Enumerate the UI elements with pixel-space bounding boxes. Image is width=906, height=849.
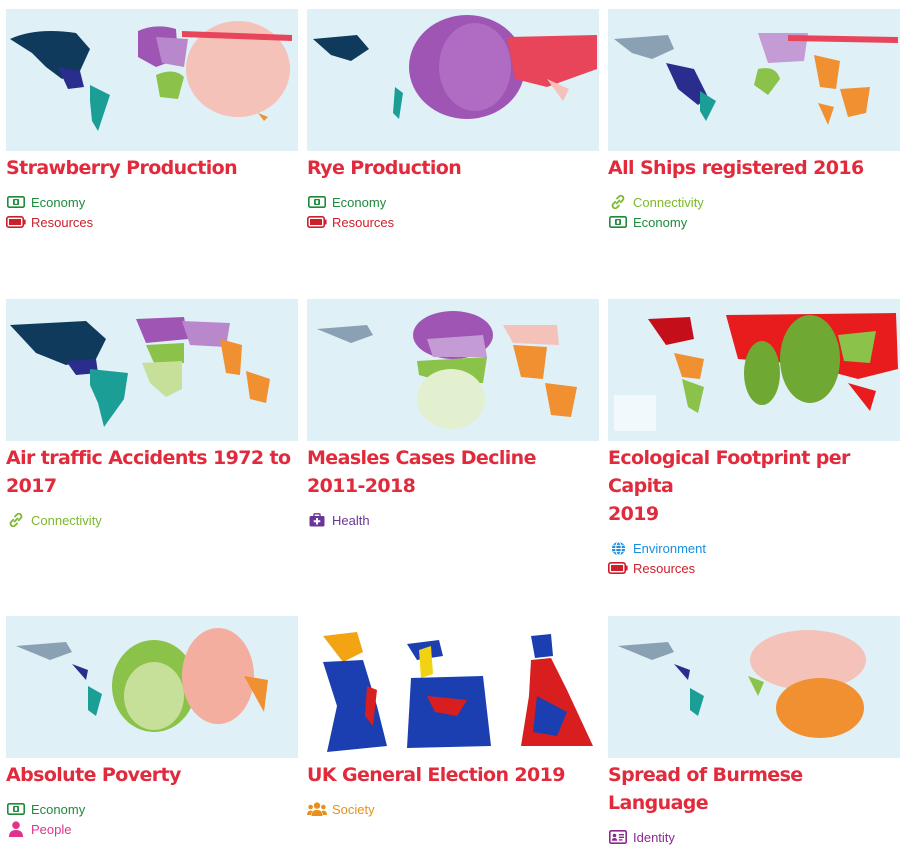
tag-label: People <box>31 821 72 837</box>
tag-label: Resources <box>31 214 94 230</box>
tag-list: Connectivity <box>6 510 298 530</box>
tag-resources[interactable]: Resources <box>608 558 900 578</box>
map-card[interactable]: Strawberry Production Economy Resources <box>6 9 298 232</box>
map-title-line[interactable]: Rye Production <box>307 157 462 179</box>
map-title[interactable]: Air traffic Accidents 1972 to 2017 <box>6 444 298 500</box>
tag-society[interactable]: Society <box>307 799 599 819</box>
tag-list: Economy People <box>6 799 298 839</box>
tag-label: Connectivity <box>633 194 704 210</box>
tag-economy[interactable]: Economy <box>608 212 900 232</box>
tag-environment[interactable]: Environment <box>608 538 900 558</box>
map-title-line[interactable]: 2011-2018 <box>307 475 416 497</box>
tag-economy[interactable]: Economy <box>307 192 599 212</box>
map-title-line[interactable]: Spread of Burmese Language <box>608 764 803 814</box>
map-title-line[interactable]: Absolute Poverty <box>6 764 181 786</box>
map-thumbnail[interactable] <box>6 299 298 441</box>
map-title-line[interactable]: All Ships registered 2016 <box>608 157 864 179</box>
group-icon <box>307 802 327 816</box>
tag-label: Environment <box>633 540 706 556</box>
link-icon <box>6 512 26 528</box>
map-thumbnail[interactable] <box>608 9 900 151</box>
tag-label: Economy <box>332 194 387 210</box>
medical-kit-icon <box>307 513 327 527</box>
tag-label: Identity <box>633 829 675 845</box>
tag-identity[interactable]: Identity <box>608 827 900 847</box>
tag-resources[interactable]: Resources <box>6 212 298 232</box>
map-title[interactable]: Rye Production <box>307 154 599 182</box>
money-icon <box>6 195 26 209</box>
map-title[interactable]: UK General Election 2019 <box>307 761 599 789</box>
tag-label: Society <box>332 801 375 817</box>
map-title-line[interactable]: 2019 <box>608 503 659 525</box>
person-icon <box>6 821 26 837</box>
tag-list: Environment Resources <box>608 538 900 578</box>
tag-list: Health <box>307 510 599 530</box>
map-thumbnail[interactable] <box>608 299 900 441</box>
tag-label: Resources <box>332 214 395 230</box>
battery-icon <box>307 215 327 229</box>
map-title[interactable]: All Ships registered 2016 <box>608 154 900 182</box>
tag-economy[interactable]: Economy <box>6 192 298 212</box>
tag-label: Health <box>332 512 370 528</box>
tag-label: Connectivity <box>31 512 102 528</box>
tag-label: Economy <box>633 214 688 230</box>
map-card[interactable]: UK General Election 2019 Society <box>307 616 599 819</box>
tag-economy[interactable]: Economy <box>6 799 298 819</box>
map-title[interactable]: Spread of Burmese Language <box>608 761 900 817</box>
map-title-line[interactable]: Measles Cases Decline <box>307 447 536 469</box>
map-card[interactable]: All Ships registered 2016 Connectivity Ec… <box>608 9 900 232</box>
tag-list: Connectivity Economy <box>608 192 900 232</box>
tag-resources[interactable]: Resources <box>307 212 599 232</box>
tag-connectivity[interactable]: Connectivity <box>6 510 298 530</box>
battery-icon <box>6 215 26 229</box>
map-card[interactable]: Air traffic Accidents 1972 to 2017 Conne… <box>6 299 298 530</box>
map-thumbnail[interactable] <box>6 616 298 758</box>
tag-health[interactable]: Health <box>307 510 599 530</box>
map-card[interactable]: Ecological Footprint per Capita 2019 Envi… <box>608 299 900 578</box>
tag-list: Identity <box>608 827 900 847</box>
tag-list: Economy Resources <box>6 192 298 232</box>
map-thumbnail[interactable] <box>307 616 599 758</box>
money-icon <box>6 802 26 816</box>
tag-list: Society <box>307 799 599 819</box>
tag-label: Resources <box>633 560 696 576</box>
map-card[interactable]: Spread of Burmese Language Identity <box>608 616 900 847</box>
id-card-icon <box>608 830 628 844</box>
map-thumbnail[interactable] <box>608 616 900 758</box>
map-title[interactable]: Absolute Poverty <box>6 761 298 789</box>
tag-list: Economy Resources <box>307 192 599 232</box>
map-title[interactable]: Ecological Footprint per Capita 2019 <box>608 444 900 528</box>
map-title-line[interactable]: Ecological Footprint per Capita <box>608 447 850 497</box>
tag-label: Economy <box>31 801 86 817</box>
link-icon <box>608 194 628 210</box>
map-card[interactable]: Measles Cases Decline 2011-2018 Health <box>307 299 599 530</box>
map-title-line[interactable]: Strawberry Production <box>6 157 238 179</box>
map-thumbnail[interactable] <box>307 299 599 441</box>
globe-icon <box>608 540 628 556</box>
map-title[interactable]: Strawberry Production <box>6 154 298 182</box>
money-icon <box>608 215 628 229</box>
map-title-line[interactable]: Air traffic Accidents 1972 to 2017 <box>6 447 291 497</box>
map-card[interactable]: Absolute Poverty Economy People <box>6 616 298 839</box>
map-title[interactable]: Measles Cases Decline 2011-2018 <box>307 444 599 500</box>
money-icon <box>307 195 327 209</box>
tag-people[interactable]: People <box>6 819 298 839</box>
map-thumbnail[interactable] <box>6 9 298 151</box>
tag-connectivity[interactable]: Connectivity <box>608 192 900 212</box>
tag-label: Economy <box>31 194 86 210</box>
battery-icon <box>608 561 628 575</box>
map-thumbnail[interactable] <box>307 9 599 151</box>
map-title-line[interactable]: UK General Election 2019 <box>307 764 565 786</box>
map-card[interactable]: Rye Production Economy Resources <box>307 9 599 232</box>
